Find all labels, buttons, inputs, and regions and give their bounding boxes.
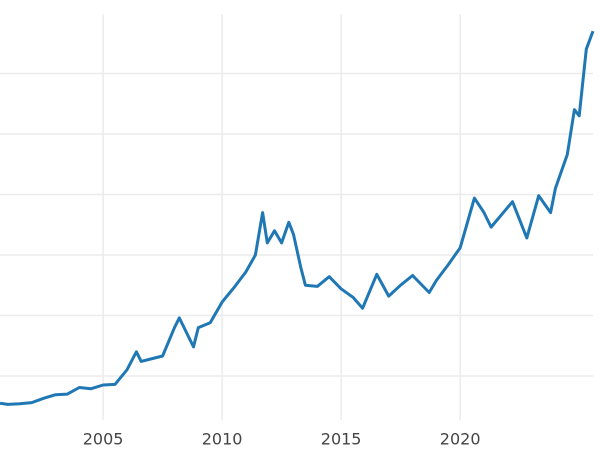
x-tick-label: 2010 bbox=[202, 430, 243, 449]
x-tick-label: 2015 bbox=[321, 430, 362, 449]
x-tick-label: 2020 bbox=[440, 430, 481, 449]
x-tick-label: 2005 bbox=[83, 430, 124, 449]
series-line bbox=[0, 30, 595, 406]
